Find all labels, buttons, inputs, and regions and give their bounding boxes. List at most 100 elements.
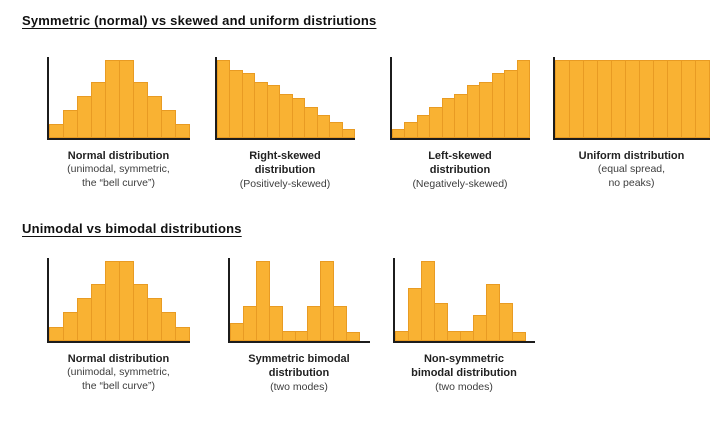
histogram-bar bbox=[316, 114, 331, 138]
chart-caption: Non-symmetric bimodal distribution (two … bbox=[393, 352, 535, 394]
histogram-plot bbox=[215, 57, 355, 140]
chart-title: Non-symmetric bimodal distribution bbox=[411, 353, 517, 380]
chart-title: Left-skewed distribution bbox=[428, 150, 492, 177]
histogram-bar bbox=[105, 261, 120, 341]
histogram-bar bbox=[175, 124, 190, 138]
histogram-bar bbox=[512, 332, 527, 341]
histogram-bar bbox=[441, 97, 456, 138]
histogram-bar bbox=[77, 96, 92, 138]
histogram-bar bbox=[504, 69, 518, 138]
figure-right-skewed-distribution: Right-skewed distribution (Positively-sk… bbox=[215, 57, 355, 191]
histogram-bar bbox=[404, 122, 418, 138]
histogram-bar bbox=[268, 305, 283, 341]
histogram-bar bbox=[454, 94, 468, 138]
histogram-plot bbox=[47, 57, 190, 140]
histogram-bar bbox=[429, 106, 443, 138]
figure-uniform-distribution: Uniform distribution (equal spread, no p… bbox=[553, 57, 710, 191]
chart-title: Normal distribution bbox=[67, 150, 170, 162]
histogram-bar bbox=[460, 330, 475, 341]
histogram-bar bbox=[320, 261, 335, 341]
histogram-bar bbox=[49, 124, 64, 138]
histogram-plot bbox=[393, 258, 535, 343]
histogram-bar bbox=[242, 305, 257, 341]
chart-subtitle: (two modes) bbox=[435, 380, 493, 393]
histogram-bar bbox=[217, 60, 231, 138]
histogram-bar bbox=[291, 97, 306, 138]
histogram-bar bbox=[597, 60, 612, 138]
chart-subtitle: (Positively-skewed) bbox=[239, 177, 331, 190]
figure-symmetric-bimodal-distribution: Symmetric bimodal distribution (two mode… bbox=[228, 258, 370, 394]
histogram-bar bbox=[105, 60, 120, 138]
histogram-bar bbox=[653, 60, 668, 138]
histogram-plot bbox=[390, 57, 530, 140]
chart-title: Right-skewed distribution bbox=[249, 150, 321, 177]
histogram-bar bbox=[133, 283, 148, 341]
histogram-bar bbox=[161, 312, 176, 341]
histogram-bar bbox=[329, 122, 343, 138]
histogram-bar bbox=[254, 82, 268, 138]
histogram-bar bbox=[555, 60, 570, 138]
histogram-bar bbox=[625, 60, 640, 138]
histogram-bar bbox=[147, 96, 162, 138]
histogram-bar bbox=[416, 114, 431, 138]
histogram-plot bbox=[228, 258, 370, 343]
histogram-bar bbox=[266, 85, 281, 138]
histogram-bar bbox=[392, 128, 406, 138]
figure-left-skewed-distribution: Left-skewed distribution (Negatively-ske… bbox=[390, 57, 530, 191]
histogram-bar bbox=[175, 326, 190, 341]
chart-subtitle: (two modes) bbox=[270, 380, 328, 393]
histogram-plot bbox=[47, 258, 190, 343]
histogram-plot bbox=[553, 57, 710, 140]
chart-subtitle: (Negatively-skewed) bbox=[412, 177, 508, 190]
histogram-bar bbox=[516, 60, 530, 138]
figure-normal-distribution-2: Normal distribution (unimodal, symmetric… bbox=[47, 258, 190, 394]
section-heading-symmetric-vs-skewed: Symmetric (normal) vs skewed and uniform… bbox=[22, 13, 377, 28]
histogram-bar bbox=[147, 297, 162, 341]
chart-subtitle: (equal spread, no peaks) bbox=[597, 163, 666, 189]
histogram-bar bbox=[667, 60, 682, 138]
figure-non-symmetric-bimodal-distribution: Non-symmetric bimodal distribution (two … bbox=[393, 258, 535, 394]
histogram-bar bbox=[91, 82, 106, 138]
chart-title: Symmetric bimodal distribution bbox=[248, 353, 350, 380]
histogram-bar bbox=[408, 287, 423, 341]
histogram-bar bbox=[466, 85, 481, 138]
histogram-bar bbox=[447, 330, 462, 341]
chart-caption: Symmetric bimodal distribution (two mode… bbox=[228, 352, 370, 394]
histogram-bar bbox=[77, 297, 92, 341]
chart-caption: Uniform distribution (equal spread, no p… bbox=[553, 149, 710, 191]
chart-subtitle: (unimodal, symmetric, the “bell curve”) bbox=[67, 366, 170, 392]
histogram-bar bbox=[63, 110, 78, 138]
histogram-bar bbox=[491, 72, 506, 138]
histogram-bar bbox=[304, 106, 318, 138]
histogram-bar bbox=[294, 330, 309, 341]
histogram-bar bbox=[63, 312, 78, 341]
histogram-bar bbox=[611, 60, 626, 138]
histogram-bar bbox=[473, 314, 488, 341]
histogram-bar bbox=[639, 60, 654, 138]
histogram-bar bbox=[91, 283, 106, 341]
histogram-bar bbox=[569, 60, 584, 138]
histogram-bar bbox=[49, 326, 64, 341]
histogram-bar bbox=[681, 60, 696, 138]
histogram-bar bbox=[281, 330, 296, 341]
figure-normal-distribution: Normal distribution (unimodal, symmetric… bbox=[47, 57, 190, 191]
histogram-bar bbox=[161, 110, 176, 138]
chart-caption: Normal distribution (unimodal, symmetric… bbox=[47, 352, 190, 394]
histogram-bar bbox=[230, 323, 244, 341]
chart-caption: Left-skewed distribution (Negatively-ske… bbox=[390, 149, 530, 191]
histogram-bar bbox=[279, 94, 293, 138]
histogram-bar bbox=[333, 305, 348, 341]
histogram-bar bbox=[229, 69, 243, 138]
chart-subtitle: (unimodal, symmetric, the “bell curve”) bbox=[67, 163, 170, 189]
histogram-bar bbox=[395, 330, 410, 341]
histogram-bar bbox=[341, 128, 355, 138]
histogram-bar bbox=[119, 60, 134, 138]
histogram-bar bbox=[695, 60, 710, 138]
histogram-bar bbox=[583, 60, 598, 138]
histogram-bar bbox=[499, 302, 514, 341]
histogram-bar bbox=[346, 332, 361, 341]
histogram-bar bbox=[255, 261, 270, 341]
chart-caption: Right-skewed distribution (Positively-sk… bbox=[215, 149, 355, 191]
chart-title: Normal distribution bbox=[67, 353, 170, 365]
